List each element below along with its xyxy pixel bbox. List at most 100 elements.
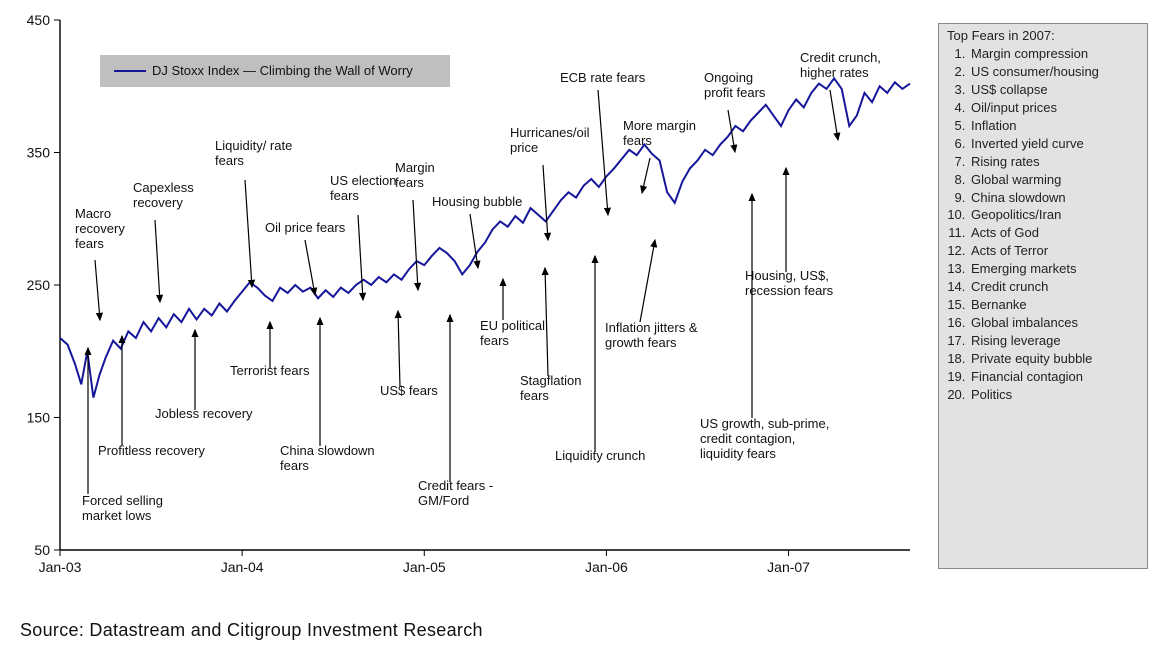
annotation-label: Profitless recovery bbox=[98, 443, 205, 458]
top-fears-item: Acts of Terror bbox=[969, 242, 1139, 260]
annotation-label: Credit crunch,higher rates bbox=[800, 50, 881, 80]
y-tick-label: 150 bbox=[27, 410, 51, 426]
annotation-label-line: recession fears bbox=[745, 283, 834, 298]
annotation-label-line: fears bbox=[75, 236, 104, 251]
annotation-arrow bbox=[728, 110, 735, 152]
top-fears-item: Credit crunch bbox=[969, 278, 1139, 296]
annotation-label-line: fears bbox=[280, 458, 309, 473]
annotation-arrow bbox=[640, 240, 655, 322]
annotation-label-line: Profitless recovery bbox=[98, 443, 205, 458]
annotation-label: Jobless recovery bbox=[155, 406, 253, 421]
annotation-label-line: Credit crunch, bbox=[800, 50, 881, 65]
annotation-label-line: profit fears bbox=[704, 85, 766, 100]
annotation-label: Macrorecoveryfears bbox=[75, 206, 125, 251]
legend-label: DJ Stoxx Index — Climbing the Wall of Wo… bbox=[152, 63, 413, 78]
annotation-label: US electionfears bbox=[330, 173, 396, 203]
annotation-label: Hurricanes/oilprice bbox=[510, 125, 590, 155]
annotation-arrow bbox=[413, 200, 418, 290]
annotation-label: Ongoingprofit fears bbox=[704, 70, 766, 100]
y-tick-label: 450 bbox=[27, 12, 51, 28]
annotation-label-line: fears bbox=[395, 175, 424, 190]
top-fears-item: Inverted yield curve bbox=[969, 135, 1139, 153]
annotation-label-line: fears bbox=[215, 153, 244, 168]
top-fears-list: Margin compressionUS consumer/housingUS$… bbox=[947, 45, 1139, 404]
annotation-label-line: Credit fears - bbox=[418, 478, 493, 493]
top-fears-item: Acts of God bbox=[969, 224, 1139, 242]
annotation-arrow bbox=[470, 214, 478, 268]
annotation-label-line: Macro bbox=[75, 206, 111, 221]
annotation-label: Stagflationfears bbox=[520, 373, 581, 403]
annotation-label: US growth, sub-prime,credit contagion,li… bbox=[700, 416, 829, 461]
top-fears-item: Rising leverage bbox=[969, 332, 1139, 350]
annotation-arrow bbox=[358, 215, 363, 300]
annotation-label: Oil price fears bbox=[265, 220, 346, 235]
annotation-label: ECB rate fears bbox=[560, 70, 646, 85]
annotation-label-line: Ongoing bbox=[704, 70, 753, 85]
annotation-label: Capexlessrecovery bbox=[133, 180, 194, 210]
annotation-arrow bbox=[95, 260, 100, 320]
top-fears-item: Inflation bbox=[969, 117, 1139, 135]
annotation-label-line: Stagflation bbox=[520, 373, 581, 388]
annotation-label-line: credit contagion, bbox=[700, 431, 795, 446]
annotation-arrow bbox=[642, 158, 650, 193]
top-fears-item: Global warming bbox=[969, 171, 1139, 189]
x-tick-label: Jan-07 bbox=[767, 559, 810, 575]
annotation-label-line: Oil price fears bbox=[265, 220, 346, 235]
annotation-label-line: growth fears bbox=[605, 335, 677, 350]
annotation-label: Forced sellingmarket lows bbox=[82, 493, 163, 523]
annotation-label-line: US growth, sub-prime, bbox=[700, 416, 829, 431]
annotation-label-line: Housing bubble bbox=[432, 194, 522, 209]
annotation-label: Marginfears bbox=[395, 160, 435, 190]
annotation-label-line: GM/Ford bbox=[418, 493, 469, 508]
annotation-label-line: price bbox=[510, 140, 538, 155]
annotation-label-line: Jobless recovery bbox=[155, 406, 253, 421]
x-tick-label: Jan-06 bbox=[585, 559, 628, 575]
top-fears-item: China slowdown bbox=[969, 189, 1139, 207]
annotation-label-line: recovery bbox=[133, 195, 183, 210]
y-tick-label: 350 bbox=[27, 145, 51, 161]
annotation-label-line: Forced selling bbox=[82, 493, 163, 508]
annotation-label: EU politicalfears bbox=[480, 318, 545, 348]
chart-container: 50150250350450Jan-03Jan-04Jan-05Jan-06Ja… bbox=[0, 0, 930, 590]
top-fears-item: Bernanke bbox=[969, 296, 1139, 314]
annotation-label-line: fears bbox=[330, 188, 359, 203]
top-fears-item: Margin compression bbox=[969, 45, 1139, 63]
annotation-label-line: fears bbox=[520, 388, 549, 403]
annotation-arrow bbox=[598, 90, 608, 215]
annotation-arrow bbox=[305, 240, 315, 295]
annotation-arrow bbox=[245, 180, 252, 287]
annotation-label: Housing, US$,recession fears bbox=[745, 268, 834, 298]
top-fears-item: Private equity bubble bbox=[969, 350, 1139, 368]
annotation-label-line: Capexless bbox=[133, 180, 194, 195]
annotation-label-line: fears bbox=[623, 133, 652, 148]
annotation-label-line: China slowdown bbox=[280, 443, 375, 458]
annotation-label-line: Housing, US$, bbox=[745, 268, 829, 283]
top-fears-item: Oil/input prices bbox=[969, 99, 1139, 117]
x-tick-label: Jan-04 bbox=[221, 559, 264, 575]
annotation-label: Liquidity crunch bbox=[555, 448, 645, 463]
annotation-label-line: Inflation jitters & bbox=[605, 320, 698, 335]
annotation-label-line: Liquidity crunch bbox=[555, 448, 645, 463]
annotation-label-line: Terrorist fears bbox=[230, 363, 310, 378]
annotation-label: Credit fears -GM/Ford bbox=[418, 478, 493, 508]
annotation-label-line: Margin bbox=[395, 160, 435, 175]
top-fears-item: US consumer/housing bbox=[969, 63, 1139, 81]
chart-svg: 50150250350450Jan-03Jan-04Jan-05Jan-06Ja… bbox=[0, 0, 930, 590]
top-fears-item: Politics bbox=[969, 386, 1139, 404]
annotation-label-line: fears bbox=[480, 333, 509, 348]
annotation-label: US$ fears bbox=[380, 383, 438, 398]
annotation-label-line: More margin bbox=[623, 118, 696, 133]
y-tick-label: 50 bbox=[34, 542, 50, 558]
top-fears-item: Financial contagion bbox=[969, 368, 1139, 386]
annotation-label-line: Hurricanes/oil bbox=[510, 125, 590, 140]
annotation-label-line: US election bbox=[330, 173, 396, 188]
top-fears-panel: Top Fears in 2007: Margin compressionUS … bbox=[938, 23, 1148, 569]
annotation-label-line: EU political bbox=[480, 318, 545, 333]
annotation-arrow bbox=[398, 311, 400, 387]
annotation-label: Terrorist fears bbox=[230, 363, 310, 378]
x-tick-label: Jan-03 bbox=[39, 559, 82, 575]
annotation-label-line: recovery bbox=[75, 221, 125, 236]
annotation-arrow bbox=[155, 220, 160, 302]
annotation-label-line: market lows bbox=[82, 508, 152, 523]
top-fears-header: Top Fears in 2007: bbox=[947, 28, 1139, 43]
